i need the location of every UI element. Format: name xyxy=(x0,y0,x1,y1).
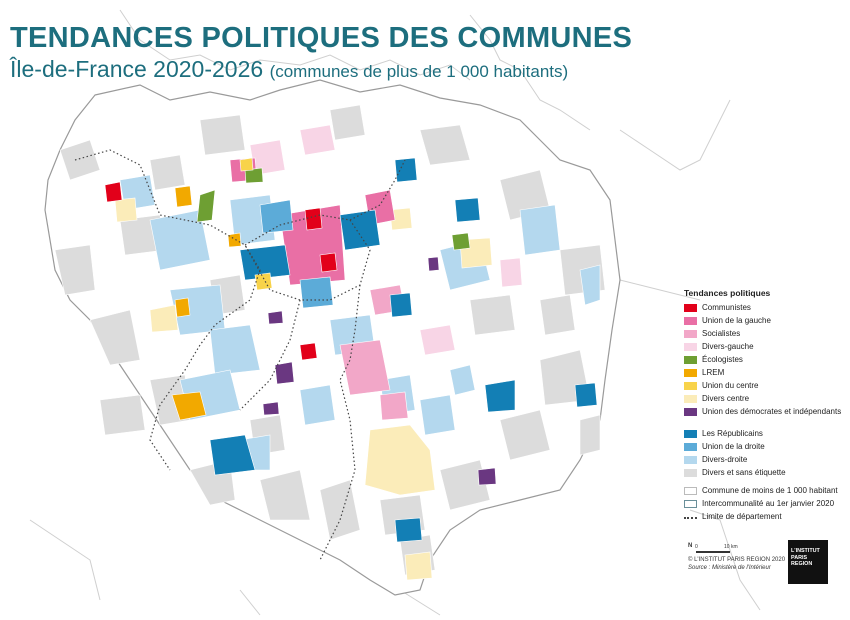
legend-label: Union des démocrates et indépendants xyxy=(702,407,842,416)
legend-title: Tendances politiques xyxy=(684,288,771,298)
map-subtitle: Île-de-France 2020-2026 (communes de plu… xyxy=(10,56,568,83)
legend-swatch xyxy=(684,382,697,390)
legend-label: Commune de moins de 1 000 habitant xyxy=(702,486,838,495)
legend-item: Divers et sans étiquette xyxy=(684,468,844,481)
department-swatch xyxy=(684,517,697,520)
legend-label: Socialistes xyxy=(702,329,741,338)
legend-label: LREM xyxy=(702,368,725,377)
legend-label: Écologistes xyxy=(702,355,743,364)
legend-swatch xyxy=(684,330,697,338)
legend-swatch xyxy=(684,430,697,438)
legend-swatch xyxy=(684,443,697,451)
legend-swatch xyxy=(684,317,697,325)
logo-line-1: L'INSTITUT xyxy=(791,548,820,554)
logo-line-2: PARIS xyxy=(791,554,808,561)
legend-swatch xyxy=(684,343,697,351)
subtitle-main: Île-de-France 2020-2026 xyxy=(10,56,264,82)
legend-item: Union de la gauche xyxy=(684,316,844,329)
scale-end: 10 km xyxy=(724,544,738,550)
source: Source : Ministère de l'Intérieur xyxy=(688,565,771,571)
legend-interco: Intercommunalité au 1er janvier 2020 xyxy=(684,499,844,512)
legend-label: Union de la gauche xyxy=(702,316,771,325)
legend-label: Limite de département xyxy=(702,512,782,521)
legend-item: Socialistes xyxy=(684,329,844,342)
legend-small-commune: Commune de moins de 1 000 habitant xyxy=(684,486,844,499)
credits: © L'INSTITUT PARIS REGION 2020 Source : … xyxy=(688,556,785,572)
legend-swatch xyxy=(684,395,697,403)
legend-swatch xyxy=(684,356,697,364)
legend-label: Union du centre xyxy=(702,381,759,390)
logo-line-3: REGION xyxy=(791,561,813,567)
legend-label: Divers-gauche xyxy=(702,342,754,351)
legend-label: Divers-droite xyxy=(702,455,748,464)
legend-item: Communistes xyxy=(684,303,844,316)
legend-item: Divers-gauche xyxy=(684,342,844,355)
legend-swatch xyxy=(684,456,697,464)
copyright: © L'INSTITUT PARIS REGION 2020 xyxy=(688,557,786,563)
north-arrow-icon: N xyxy=(688,543,693,549)
legend-item: LREM xyxy=(684,368,844,381)
legend-item: Divers-droite xyxy=(684,455,844,468)
legend-item: Divers centre xyxy=(684,394,844,407)
legend-department: Limite de département xyxy=(684,512,844,525)
legend-label: Intercommunalité au 1er janvier 2020 xyxy=(702,499,835,508)
legend: Tendances politiques Communistes Union de… xyxy=(684,288,844,525)
legend-label: Communistes xyxy=(702,303,751,312)
legend-label: Union de la droite xyxy=(702,442,765,451)
legend-swatch xyxy=(684,304,697,312)
interco-swatch xyxy=(684,500,697,508)
institute-logo: L'INSTITUT PARIS REGION xyxy=(788,540,828,584)
legend-item: Écologistes xyxy=(684,355,844,368)
legend-label: Les Républicains xyxy=(702,429,763,438)
small-commune-swatch xyxy=(684,487,697,495)
legend-swatch xyxy=(684,369,697,377)
legend-item: Union des démocrates et indépendants xyxy=(684,407,844,429)
legend-item: Les Républicains xyxy=(684,429,844,442)
map-title: TENDANCES POLITIQUES DES COMMUNES xyxy=(10,22,633,54)
legend-label: Divers et sans étiquette xyxy=(702,468,786,477)
scale-line xyxy=(696,551,730,553)
legend-swatch xyxy=(684,469,697,477)
subtitle-paren: (communes de plus de 1 000 habitants) xyxy=(269,62,569,81)
legend-items: Communistes Union de la gauche Socialistes… xyxy=(684,303,844,481)
legend-label: Divers centre xyxy=(702,394,750,403)
legend-item: Union de la droite xyxy=(684,442,844,455)
scale-start: 0 xyxy=(695,544,698,550)
legend-swatch xyxy=(684,408,697,416)
legend-item: Union du centre xyxy=(684,381,844,394)
